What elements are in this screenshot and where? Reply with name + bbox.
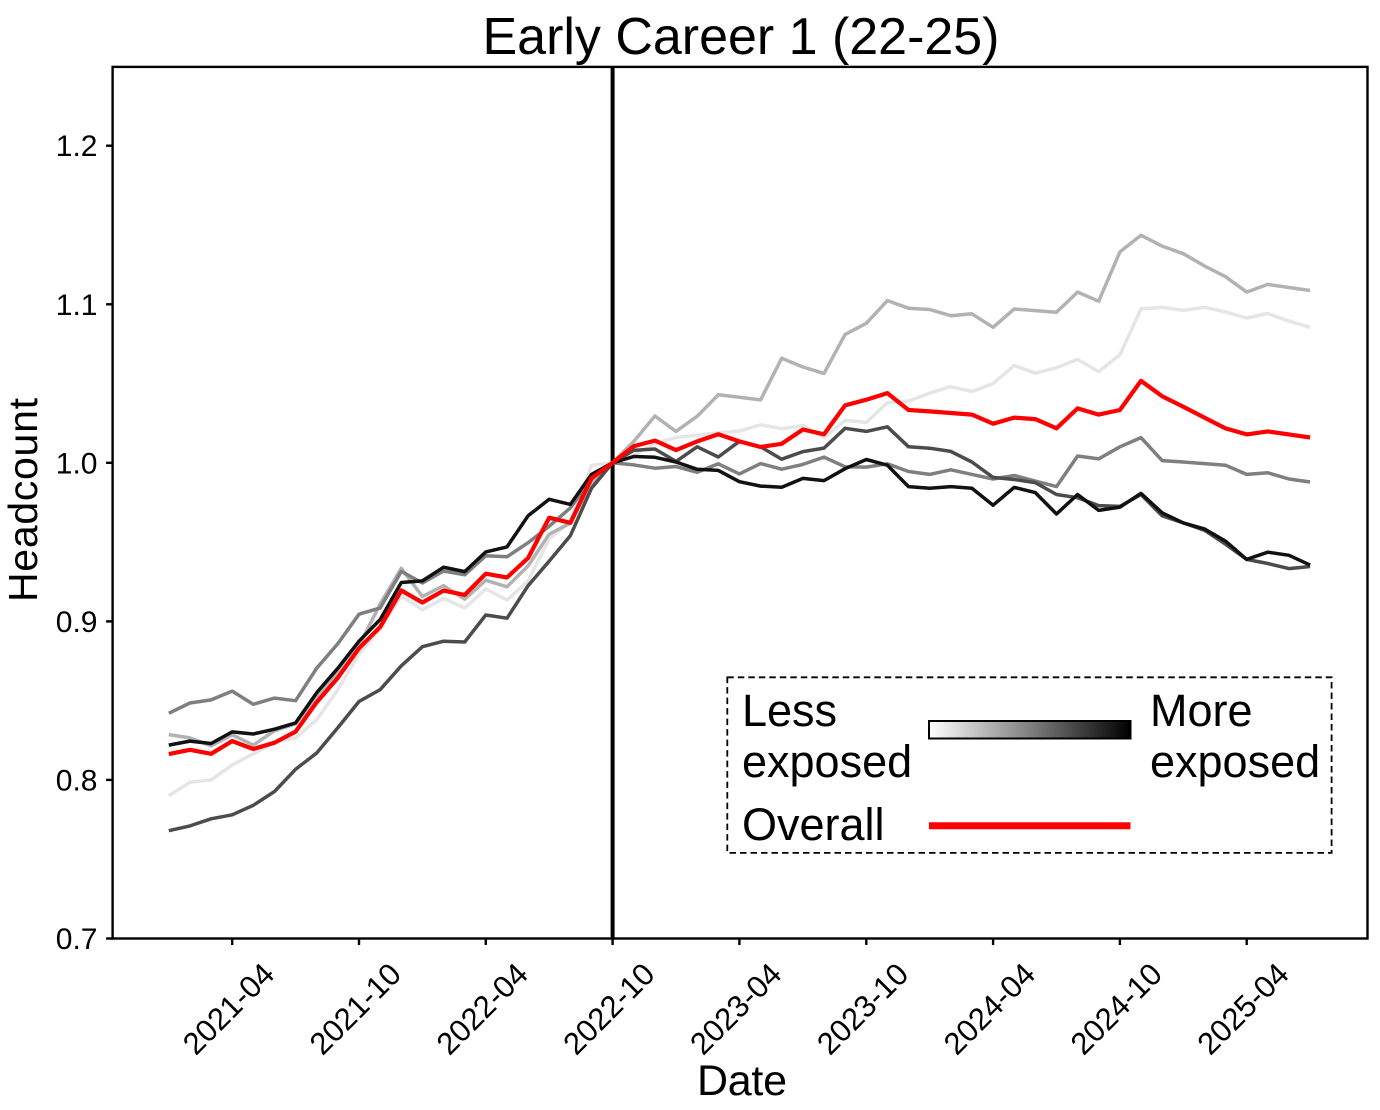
svg-text:0.7: 0.7 xyxy=(56,923,98,956)
svg-text:More: More xyxy=(1150,685,1253,736)
svg-text:exposed: exposed xyxy=(742,736,912,787)
svg-text:1.2: 1.2 xyxy=(56,130,98,163)
svg-text:Headcount: Headcount xyxy=(0,397,46,602)
svg-text:0.9: 0.9 xyxy=(56,606,98,639)
svg-text:Overall: Overall xyxy=(742,799,885,850)
svg-text:Less: Less xyxy=(742,685,837,736)
svg-text:1.1: 1.1 xyxy=(56,289,98,322)
svg-text:1.0: 1.0 xyxy=(56,447,98,480)
svg-text:0.8: 0.8 xyxy=(56,764,98,797)
svg-text:Date: Date xyxy=(697,1057,787,1105)
svg-text:Early Career 1 (22-25): Early Career 1 (22-25) xyxy=(483,8,1000,66)
svg-text:exposed: exposed xyxy=(1150,736,1320,787)
